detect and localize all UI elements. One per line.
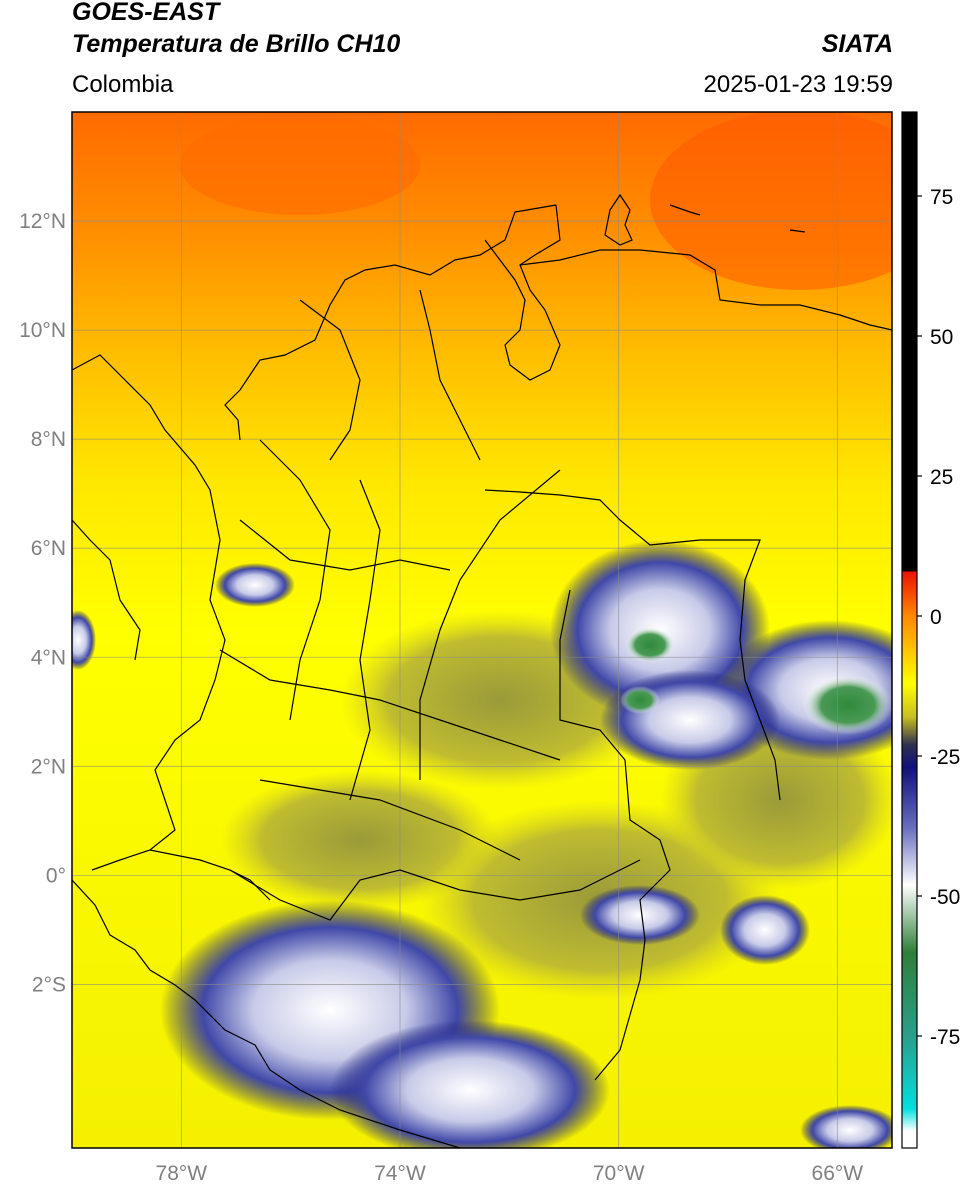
department-boundary-2 [349, 479, 381, 801]
department-boundary-4 [239, 519, 451, 571]
latitude-labels: 12°N 10°N 8°N 6°N 4°N 2°N 0° 2°S [19, 210, 66, 996]
department-boundary-6 [259, 779, 521, 861]
colombia-peru-border [229, 859, 641, 921]
lat-tick-label: 10°N [19, 319, 66, 342]
colombia-venezuela-border [484, 489, 781, 801]
island-outline-2 [669, 204, 701, 216]
pacific-coast [72, 354, 226, 871]
colorbar-tick-label: 25 [930, 466, 953, 489]
brand-label: SIATA [821, 30, 893, 58]
colorbar-ticks: 75 50 25 0 -25 -50 -75 [917, 186, 960, 1049]
map-image [72, 112, 892, 1148]
product-title: Temperatura de Brillo CH10 [72, 30, 401, 58]
colorbar-strip [902, 112, 917, 1148]
colorbar-frame [901, 111, 918, 1149]
island-outline [604, 193, 633, 246]
region-label: Colombia [72, 71, 174, 98]
department-boundary-3 [259, 439, 331, 721]
country-boundaries [72, 193, 892, 1148]
longitude-labels: 78°W 74°W 70°W 66°W [156, 1162, 864, 1185]
colorbar: 75 50 25 0 -25 -50 -75 [901, 111, 960, 1149]
timestamp-label: 2025-01-23 19:59 [703, 71, 894, 98]
lat-tick-label: 8°N [31, 428, 66, 451]
department-boundary-5 [219, 649, 561, 761]
graticule [72, 112, 892, 1148]
island-outline-3 [789, 229, 806, 233]
venezuela-coast [519, 249, 892, 331]
caribbean-coast [224, 204, 557, 441]
satellite-title: GOES-EAST [72, 0, 220, 26]
lat-tick-label: 2°N [31, 755, 66, 778]
department-boundary-7 [299, 299, 361, 461]
colombia-brazil-border [559, 589, 671, 1081]
lon-tick-label: 70°W [593, 1162, 645, 1185]
lat-tick-label: 4°N [31, 646, 66, 669]
colorbar-tick-label: -50 [930, 886, 960, 909]
colombia-ecuador-border [149, 849, 271, 901]
peru-border [72, 879, 461, 1148]
map-frame [71, 111, 893, 1149]
lat-tick-label: 12°N [19, 210, 66, 233]
colorbar-tick-label: 75 [930, 186, 953, 209]
maracaibo-coast [484, 204, 561, 381]
lat-tick-label: 2°S [32, 973, 66, 996]
colorbar-tick-label: 0 [930, 606, 942, 629]
cold-cloud-top [803, 675, 892, 735]
lon-tick-label: 78°W [156, 1162, 208, 1185]
department-boundary-8 [419, 289, 481, 461]
lat-tick-label: 6°N [31, 537, 66, 560]
panama-border [72, 519, 141, 661]
lon-tick-label: 74°W [374, 1162, 426, 1185]
colorbar-tick-label: 50 [930, 326, 953, 349]
colorbar-tick-label: -25 [930, 746, 960, 769]
lat-tick-label: 0° [46, 864, 66, 887]
lon-tick-label: 66°W [812, 1162, 864, 1185]
colorbar-tick-label: -75 [930, 1026, 960, 1049]
